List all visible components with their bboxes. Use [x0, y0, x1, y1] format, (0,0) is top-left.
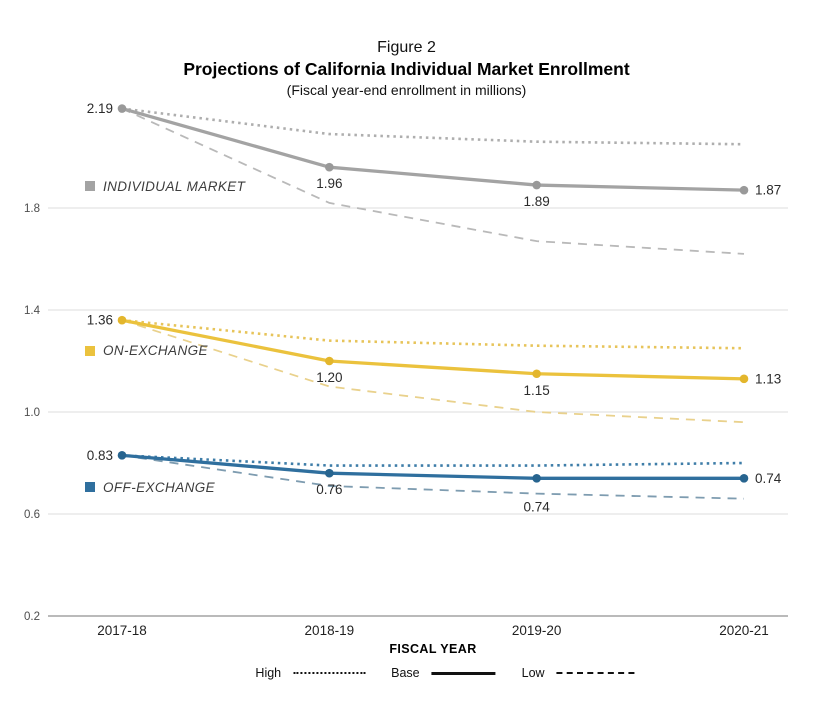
individual-market-data-label: 2.19 [87, 101, 113, 116]
off-exchange-data-label: 0.74 [524, 499, 551, 514]
y-tick-label: 1.4 [24, 305, 41, 317]
x-axis-title: FISCAL YEAR [389, 642, 477, 656]
chart-subtitle: (Fiscal year-end enrollment in millions) [286, 81, 527, 98]
off-exchange-data-point [532, 474, 541, 483]
individual-market-data-point [325, 162, 334, 172]
x-tick-label: 2018-19 [305, 623, 355, 638]
legend-item-low: Low [522, 666, 635, 680]
on-exchange-data-point [739, 374, 749, 384]
individual-market-base-line [121, 106, 745, 192]
on-exchange-base-line [121, 318, 745, 381]
on-exchange-data-label: 1.15 [524, 383, 550, 398]
off-exchange-low-line [121, 454, 745, 500]
series-label-text: INDIVIDUAL MARKET [103, 178, 246, 194]
off-exchange-data-label: 0.74 [755, 471, 782, 486]
individual-market-swatch-icon [85, 181, 95, 192]
series-label-on-exchange: ON-EXCHANGE [85, 343, 208, 358]
individual-market-data-label: 1.89 [524, 194, 550, 209]
legend-item-base: Base [391, 666, 496, 680]
legend-item-high: High [255, 666, 366, 680]
y-tick-label: 0.6 [24, 509, 40, 521]
series-label-individual-market: INDIVIDUAL MARKET [85, 179, 245, 194]
on-exchange-data-label: 1.36 [87, 313, 113, 328]
on-exchange-data-point [117, 315, 127, 325]
chart-header: Figure 2 Projections of California Indiv… [0, 38, 813, 99]
individual-market-data-point [532, 180, 541, 190]
individual-market-data-label: 1.96 [316, 176, 342, 191]
y-tick-label: 1.0 [24, 407, 40, 419]
off-exchange-base-line [121, 453, 744, 480]
on-exchange-data-label: 1.13 [755, 371, 781, 386]
dotted-line-icon [293, 672, 366, 674]
legend-label: Base [391, 666, 420, 680]
series-label-text: ON-EXCHANGE [103, 343, 208, 359]
off-exchange-data-point [325, 468, 334, 478]
x-tick-label: 2019-20 [512, 623, 562, 638]
off-exchange-data-label: 0.76 [316, 482, 342, 497]
scenario-legend: High Base Low [255, 666, 635, 680]
x-tick-label: 2020-21 [719, 623, 769, 638]
x-tick-label: 2017-18 [97, 623, 147, 638]
on-exchange-data-point [325, 356, 334, 366]
individual-market-data-point [117, 104, 127, 113]
y-tick-label: 1.8 [24, 203, 40, 215]
off-exchange-swatch-icon [85, 482, 95, 492]
series-label-off-exchange: OFF-EXCHANGE [85, 480, 215, 495]
chart-title: Projections of California Individual Mar… [183, 59, 630, 79]
series-label-text: OFF-EXCHANGE [103, 479, 216, 495]
figure-number: Figure 2 [377, 39, 436, 56]
y-tick-label: 0.2 [24, 611, 40, 623]
individual-market-high-line [121, 107, 745, 146]
on-exchange-low-line [121, 319, 745, 424]
solid-line-icon [431, 671, 496, 675]
legend-label: Low [521, 666, 545, 680]
off-exchange-data-point [739, 474, 749, 483]
individual-market-data-point [739, 185, 749, 195]
individual-market-data-label: 1.87 [755, 183, 781, 198]
individual-market-low-line [121, 107, 745, 255]
dashed-line-icon [556, 672, 635, 674]
off-exchange-data-label: 0.83 [87, 448, 113, 463]
off-exchange-data-point [117, 451, 127, 460]
on-exchange-data-label: 1.20 [316, 370, 342, 385]
on-exchange-swatch-icon [85, 345, 95, 356]
legend-label: High [255, 666, 282, 680]
on-exchange-data-point [532, 369, 541, 379]
on-exchange-high-line [121, 318, 745, 350]
